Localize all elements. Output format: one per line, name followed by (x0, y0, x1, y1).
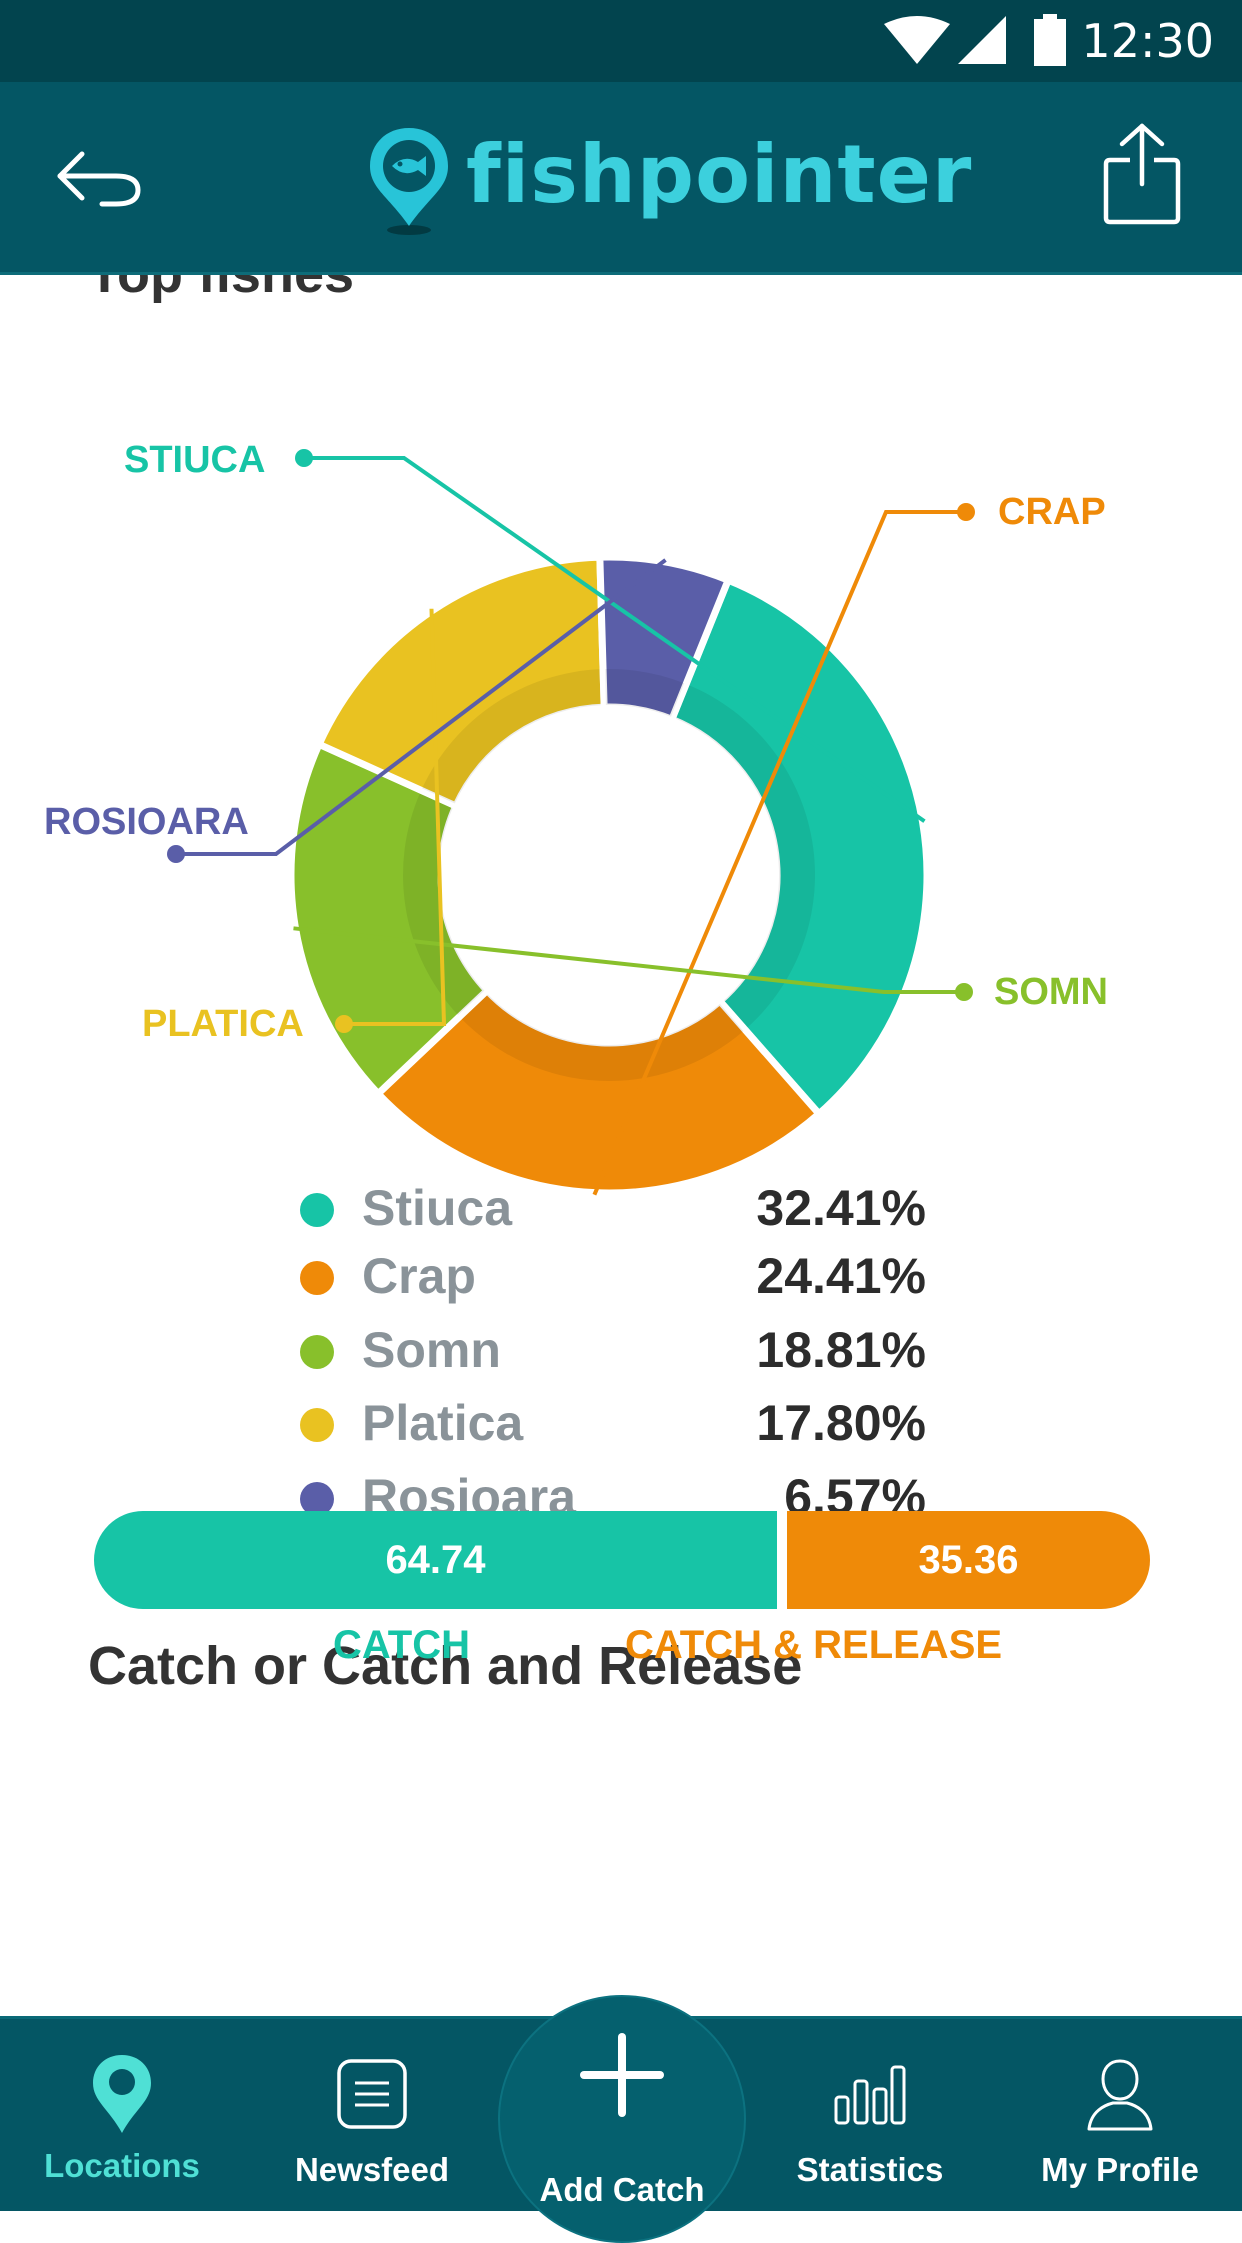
donut-slice-platica (314, 553, 608, 811)
legend-row-crap: Crap 24.41% (300, 1243, 940, 1313)
slice-label-crap: CRAP (998, 491, 1106, 533)
leader-line (293, 926, 964, 994)
legend-value: 17.80% (756, 1395, 926, 1451)
battery-icon (1034, 14, 1066, 66)
nav-my-profile[interactable]: My Profile (998, 2019, 1242, 2211)
donut-slice-crap (373, 985, 824, 1197)
legend-row-platica: Platica 17.80% (300, 1390, 940, 1460)
nav-statistics[interactable]: Statistics (748, 2019, 992, 2211)
nav-label: Newsfeed (294, 2151, 450, 2188)
brand-logo: fishpointer (366, 126, 971, 236)
legend-value: 18.81% (756, 1322, 926, 1378)
nav-newsfeed[interactable]: Newsfeed (250, 2019, 494, 2211)
slice-label-somn: SOMN (994, 971, 1108, 1013)
leader-line (176, 558, 667, 856)
plus-icon (580, 2033, 664, 2117)
catch-release-segment: 35.36 (787, 1511, 1150, 1609)
top-fishes-donut-chart: STIUCA CRAP SOMN PLATICA ROSIOARA (44, 439, 1108, 1197)
donut-slice-shade (422, 669, 603, 804)
catch-release-bar: 64.74 35.36 (94, 1511, 1150, 1609)
wifi-icon (884, 16, 950, 64)
legend-value: 24.41% (756, 1248, 926, 1304)
statistics-content[interactable]: Top fishes STIUCA CRAP SOMN PLATICA ROSIOARA… (0, 275, 1242, 2016)
leader-dot (167, 845, 185, 863)
newsfeed-icon (337, 2059, 407, 2129)
legend-name: Somn (362, 1322, 501, 1378)
legend-name: Crap (362, 1248, 476, 1304)
legend-dot (300, 1335, 334, 1369)
leader-dot (335, 1015, 353, 1033)
leader-dot (295, 449, 313, 467)
leader-dot (955, 983, 973, 1001)
catch-release-value: 35.36 (918, 1537, 1019, 1582)
legend-dot (300, 1482, 334, 1516)
status-time: 12:30 (1081, 14, 1214, 68)
leader-line (344, 608, 447, 1026)
location-pin-icon (93, 2055, 151, 2133)
share-icon[interactable] (1102, 122, 1182, 226)
top-fishes-title: Top fishes (88, 275, 354, 305)
leader-line (592, 510, 966, 1196)
leader-dot (957, 503, 975, 521)
status-bar: 12:30 (0, 0, 1242, 82)
catch-label: CATCH (333, 1623, 471, 1667)
nav-locations[interactable]: Locations (0, 2019, 244, 2211)
legend-dot (300, 1193, 334, 1227)
nav-label: My Profile (1041, 2151, 1199, 2188)
slice-label-stiuca: STIUCA (124, 439, 265, 481)
legend-row-somn: Somn 18.81% (300, 1317, 940, 1387)
profile-user-icon (1087, 2059, 1153, 2131)
fish-pin-logo-icon (370, 128, 448, 235)
cellular-signal-icon (958, 16, 1006, 64)
catch-release-title: Catch or Catch and Release (88, 1636, 803, 1696)
catch-value: 64.74 (385, 1537, 486, 1582)
leader-line (304, 456, 926, 823)
catch-segment: 64.74 (94, 1511, 777, 1609)
nav-label: Locations (44, 2147, 200, 2184)
catch-release-label: CATCH & RELEASE (625, 1623, 1003, 1667)
brand-name: fishpointer (466, 128, 973, 221)
slice-label-rosioara: ROSIOARA (44, 801, 249, 843)
donut-slice-shade (460, 993, 744, 1081)
donut-slice-shade (402, 792, 485, 1016)
donut-slice-shade (674, 684, 816, 1029)
app-header: fishpointer (0, 82, 1242, 275)
legend-row-stiuca: Stiuca 32.41% (300, 1175, 940, 1245)
add-catch-button[interactable]: Add Catch (498, 1995, 746, 2243)
legend-value: 32.41% (756, 1180, 926, 1236)
legend-dot (300, 1408, 334, 1442)
statistics-bars-icon (834, 2065, 906, 2125)
add-catch-label: Add Catch (539, 2171, 705, 2208)
legend-dot (300, 1261, 334, 1295)
legend-name: Platica (362, 1395, 524, 1451)
legend-name: Stiuca (362, 1180, 513, 1236)
donut-slice-shade (605, 669, 685, 717)
back-arrow-icon[interactable] (54, 146, 144, 212)
nav-label: Statistics (796, 2151, 944, 2188)
slice-label-platica: PLATICA (142, 1003, 304, 1045)
